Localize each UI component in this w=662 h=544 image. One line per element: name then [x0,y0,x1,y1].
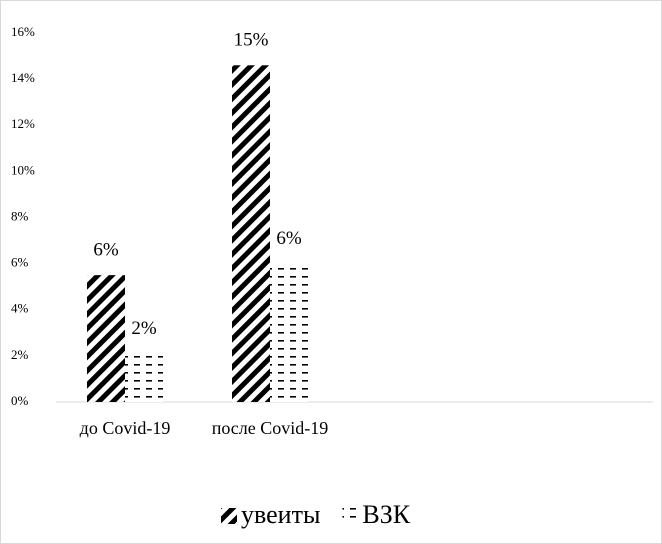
y-tick-label: 4% [11,301,29,316]
legend-label: ВЗК [362,500,410,529]
data-label: 6% [276,228,302,249]
y-tick-label: 8% [11,208,29,223]
x-tick-label: после Covid-19 [211,418,329,438]
bar [270,263,308,402]
y-tick-label: 12% [11,116,35,131]
y-tick-label: 14% [11,70,35,85]
data-label: 6% [93,240,119,261]
legend-swatch [221,508,237,524]
bar [232,65,270,402]
y-tick-label: 10% [11,162,35,177]
bar [125,353,163,402]
legend-label: увеиты [241,500,320,529]
y-tick-label: 6% [11,255,29,270]
legend-swatch [342,508,359,524]
y-tick-label: 2% [11,347,29,362]
data-label: 15% [234,30,269,51]
x-tick-label: до Covid-19 [79,418,171,438]
bar [87,275,125,402]
y-tick-label: 16% [11,24,35,39]
data-label: 2% [131,318,157,339]
y-tick-label: 0% [11,393,29,408]
